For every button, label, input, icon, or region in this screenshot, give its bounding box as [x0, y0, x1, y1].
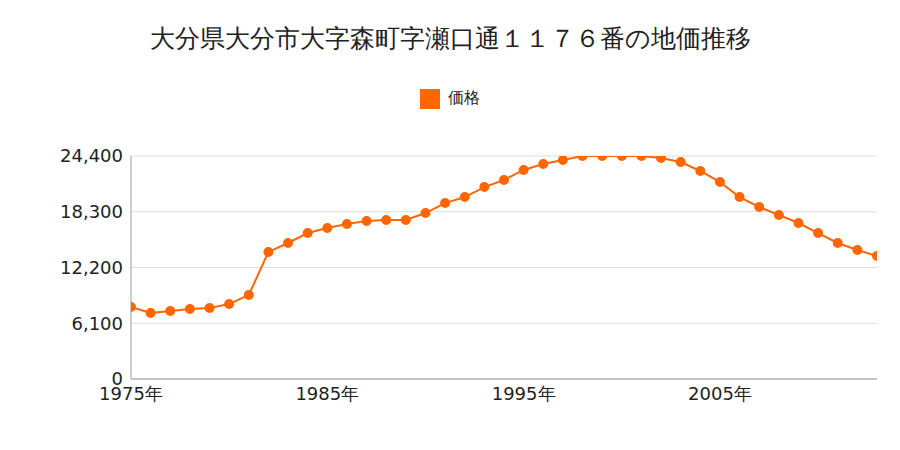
svg-text:2005年: 2005年 — [688, 383, 752, 404]
svg-text:6,100: 6,100 — [71, 313, 123, 334]
html-text:大分県大分市大字森町字瀬口通１１７６番の地価推移: 大分県大分市大字森町字瀬口通１１７６番の地価推移 — [149, 24, 751, 53]
svg-text:1975年: 1975年 — [99, 383, 163, 404]
html-text:価格: 価格 — [448, 88, 480, 107]
svg-text:18,300: 18,300 — [60, 201, 123, 222]
svg-text:0: 0 — [112, 368, 123, 389]
svg-text:24,400: 24,400 — [60, 145, 123, 166]
svg-text:12,200: 12,200 — [60, 257, 123, 278]
svg-text:1985年: 1985年 — [295, 383, 359, 404]
svg-text:1995年: 1995年 — [492, 383, 556, 404]
